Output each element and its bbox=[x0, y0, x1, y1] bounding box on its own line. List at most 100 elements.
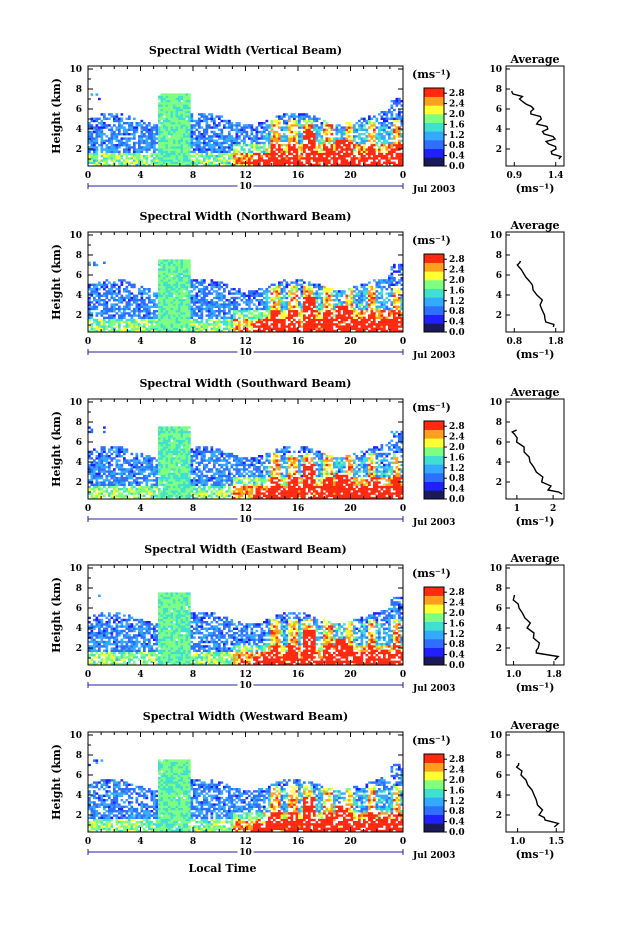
heatmap-cell bbox=[396, 118, 399, 120]
heatmap-cell bbox=[218, 135, 221, 137]
heatmap-cell bbox=[176, 148, 179, 150]
heatmap-cell bbox=[358, 314, 361, 316]
heatmap-cell bbox=[288, 126, 291, 128]
heatmap-cell bbox=[93, 146, 96, 148]
heatmap-cell bbox=[356, 328, 359, 330]
heatmap-cell bbox=[293, 292, 296, 294]
heatmap-cell bbox=[308, 297, 311, 299]
heatmap-cell bbox=[108, 118, 111, 120]
heatmap-cell bbox=[98, 481, 101, 483]
heatmap-cell bbox=[396, 146, 399, 148]
heatmap-cell bbox=[303, 323, 306, 325]
heatmap-cell bbox=[248, 157, 251, 159]
heatmap-cell bbox=[301, 284, 304, 286]
heatmap-cell bbox=[323, 314, 326, 316]
heatmap-cell bbox=[373, 157, 376, 159]
heatmap-cell bbox=[168, 129, 171, 131]
heatmap-cell bbox=[108, 317, 111, 319]
heatmap-cell bbox=[188, 98, 191, 100]
heatmap-cell bbox=[351, 297, 354, 299]
heatmap-cell bbox=[176, 129, 179, 131]
heatmap-cell bbox=[246, 310, 249, 312]
heatmap-cell bbox=[111, 288, 114, 290]
heatmap-cell bbox=[221, 153, 224, 155]
heatmap-cell bbox=[103, 317, 106, 319]
heatmap-cell bbox=[173, 325, 176, 327]
heatmap-cell bbox=[293, 135, 296, 137]
heatmap-cell bbox=[123, 129, 126, 131]
heatmap-cell bbox=[281, 325, 284, 327]
heatmap-cell bbox=[158, 314, 161, 316]
heatmap-cell bbox=[161, 148, 164, 150]
heatmap-cell bbox=[293, 286, 296, 288]
heatmap-cell bbox=[113, 323, 116, 325]
heatmap-cell bbox=[101, 124, 104, 126]
heatmap-cell bbox=[173, 275, 176, 277]
heatmap-cell bbox=[101, 464, 104, 466]
heatmap-cell bbox=[181, 133, 184, 135]
heatmap-cell bbox=[103, 284, 106, 286]
heatmap-cell bbox=[188, 321, 191, 323]
heatmap-cell bbox=[318, 140, 321, 142]
heatmap-cell bbox=[216, 144, 219, 146]
heatmap-cell bbox=[246, 157, 249, 159]
heatmap-cell bbox=[328, 155, 331, 157]
heatmap-cell bbox=[253, 303, 256, 305]
heatmap-cell bbox=[273, 308, 276, 310]
heatmap-cell bbox=[298, 115, 301, 117]
heatmap-cell bbox=[231, 323, 234, 325]
heatmap-cell bbox=[91, 325, 94, 327]
heatmap-cell bbox=[341, 133, 344, 135]
heatmap-cell bbox=[186, 124, 189, 126]
heatmap-cell bbox=[166, 100, 169, 102]
heatmap-cell bbox=[388, 292, 391, 294]
heatmap-cell bbox=[123, 328, 126, 330]
heatmap-cell bbox=[273, 131, 276, 133]
heatmap-cell bbox=[153, 310, 156, 312]
heatmap-cell bbox=[173, 312, 176, 314]
heatmap-cell bbox=[101, 140, 104, 142]
heatmap-cell bbox=[291, 115, 294, 117]
heatmap-cell bbox=[348, 131, 351, 133]
heatmap-cell bbox=[156, 159, 159, 161]
heatmap-cell bbox=[343, 153, 346, 155]
heatmap-cell bbox=[201, 297, 204, 299]
heatmap-cell bbox=[343, 328, 346, 330]
heatmap-cell bbox=[251, 314, 254, 316]
heatmap-cell bbox=[201, 292, 204, 294]
heatmap-cell bbox=[271, 131, 274, 133]
heatmap-cell bbox=[106, 306, 109, 308]
heatmap-cell bbox=[353, 325, 356, 327]
heatmap-cell bbox=[276, 162, 279, 164]
heatmap-cell bbox=[96, 306, 99, 308]
heatmap-cell bbox=[323, 153, 326, 155]
heatmap-cell bbox=[286, 113, 289, 115]
heatmap-cell bbox=[338, 124, 341, 126]
heatmap-cell bbox=[141, 286, 144, 288]
heatmap-cell bbox=[316, 153, 319, 155]
heatmap-cell bbox=[113, 314, 116, 316]
heatmap-cell bbox=[306, 129, 309, 131]
heatmap-cell bbox=[171, 96, 174, 98]
heatmap-cell bbox=[123, 142, 126, 144]
heatmap-cell bbox=[393, 319, 396, 321]
heatmap-cell bbox=[273, 155, 276, 157]
heatmap-cell bbox=[91, 457, 94, 459]
heatmap-cell bbox=[121, 301, 124, 303]
heatmap-cell bbox=[168, 157, 171, 159]
heatmap-cell bbox=[183, 137, 186, 139]
heatmap-cell bbox=[346, 297, 349, 299]
heatmap-cell bbox=[151, 129, 154, 131]
heatmap-cell bbox=[308, 126, 311, 128]
heatmap-cell bbox=[203, 301, 206, 303]
heatmap-cell bbox=[278, 120, 281, 122]
heatmap-cell bbox=[188, 122, 191, 124]
heatmap-cell bbox=[176, 93, 179, 95]
heatmap-cell bbox=[366, 301, 369, 303]
heatmap-cell bbox=[163, 317, 166, 319]
heatmap-cell bbox=[233, 153, 236, 155]
heatmap-cell bbox=[368, 319, 371, 321]
heatmap-cell bbox=[291, 288, 294, 290]
heatmap-cell bbox=[376, 306, 379, 308]
heatmap-cell bbox=[316, 135, 319, 137]
